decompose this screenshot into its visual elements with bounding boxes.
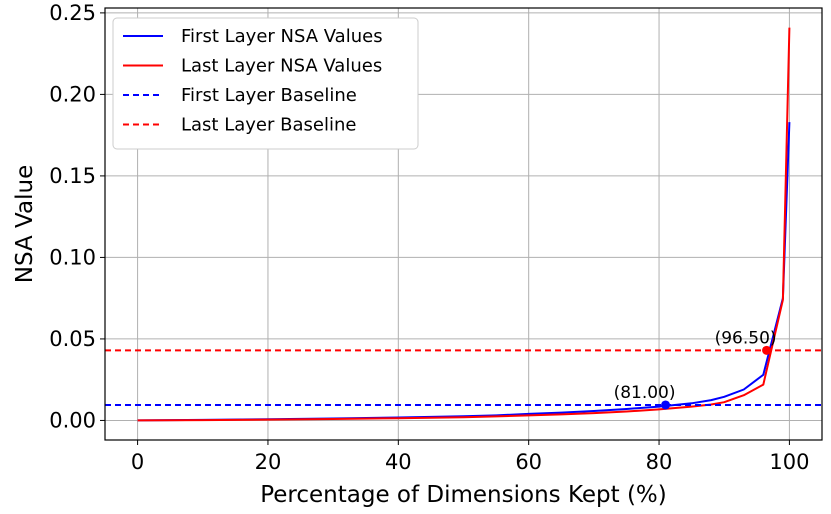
- x-axis-label: Percentage of Dimensions Kept (%): [260, 482, 667, 508]
- legend-entry-label: First Layer Baseline: [181, 85, 357, 106]
- annotation-group: (81.00) (96.50): [614, 328, 777, 410]
- y-tick-label: 0.10: [49, 245, 96, 269]
- y-tick-label: 0.25: [49, 1, 96, 25]
- legend: First Layer NSA Values Last Layer NSA Val…: [112, 17, 419, 150]
- y-tick-label: 0.00: [49, 408, 96, 432]
- y-tick-label: 0.15: [49, 164, 96, 188]
- plot-frame: [104, 7, 823, 441]
- x-tick-label: 80: [646, 450, 673, 474]
- series-group: [105, 27, 822, 422]
- series-line-1: [137, 27, 791, 422]
- y-tick-label: 0.05: [49, 327, 96, 351]
- legend-entry-label: First Layer NSA Values: [181, 26, 383, 47]
- x-tick-label: 60: [515, 450, 542, 474]
- tick-group: 0 20 40 60 80 100 0.00 0.05 0.10 0.15 0.20 0.25: [49, 1, 809, 474]
- x-tick-label: 20: [255, 450, 282, 474]
- x-tick-label: 100: [769, 450, 809, 474]
- y-axis-label: NSA Value: [12, 165, 38, 283]
- annotation-marker: [762, 345, 772, 355]
- legend-box: [112, 17, 419, 150]
- annotation-marker: [661, 400, 671, 410]
- annotation-label: (96.50): [715, 328, 777, 348]
- legend-entry-label: Last Layer Baseline: [181, 115, 356, 136]
- series-line-0: [137, 122, 791, 422]
- annotation-label: (81.00): [614, 383, 676, 403]
- legend-entry-label: Last Layer NSA Values: [181, 56, 382, 77]
- y-tick-label: 0.20: [49, 82, 96, 106]
- x-tick-label: 0: [131, 450, 144, 474]
- x-tick-label: 40: [385, 450, 412, 474]
